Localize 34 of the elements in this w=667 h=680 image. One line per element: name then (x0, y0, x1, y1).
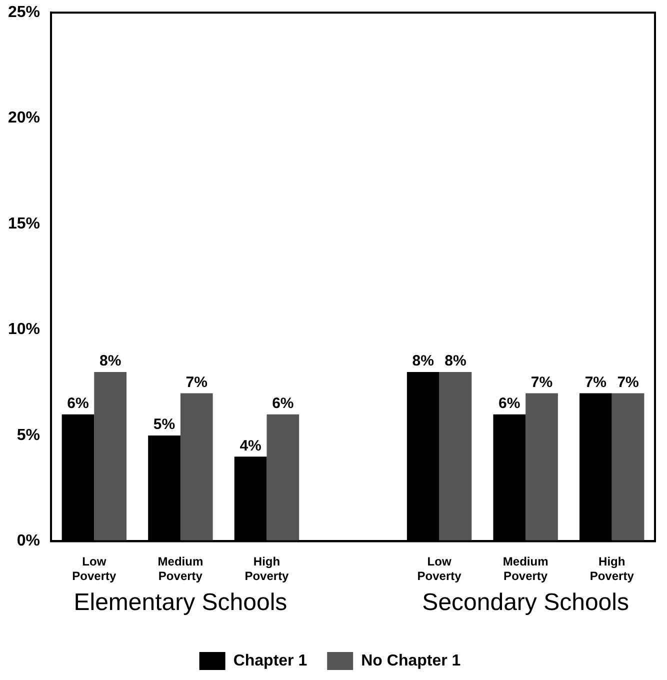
text: Secondary Schools (422, 588, 629, 616)
legend-label: No Chapter 1 (361, 652, 461, 670)
legend-label: Chapter 1 (233, 652, 308, 670)
bar (612, 393, 644, 542)
data-label: 7% (617, 374, 639, 391)
y-tick-label: 15% (8, 215, 40, 232)
bar (439, 372, 472, 542)
bar (180, 393, 213, 542)
text: Elementary Schools (74, 588, 288, 616)
data-label: 6% (67, 394, 89, 412)
data-label: 6% (272, 394, 294, 412)
bar (94, 372, 127, 542)
data-label: 8% (100, 352, 122, 370)
x-tick-label: Low Poverty (417, 554, 462, 584)
x-tick-label: Medium Poverty (502, 554, 548, 584)
data-label: 8% (412, 352, 434, 370)
bar (266, 414, 300, 542)
data-label: 4% (240, 437, 262, 454)
x-tick-label: High Poverty (244, 554, 290, 584)
y-tick-label: 0% (16, 532, 40, 550)
data-label: 5% (153, 416, 176, 434)
data-label: 7% (186, 374, 208, 391)
data-label: 6% (498, 394, 520, 412)
data-label: 8% (444, 352, 466, 370)
x-tick-label: Low Poverty (72, 554, 116, 584)
y-tick-label: 5% (16, 426, 40, 444)
y-tick-label: 25% (8, 4, 40, 22)
x-tick-label: High Poverty (590, 554, 634, 584)
bar (526, 393, 558, 542)
data-label: 7% (584, 374, 607, 391)
y-tick-label: 10% (8, 321, 40, 338)
y-tick-label: 20% (8, 110, 40, 127)
data-label: 7% (530, 374, 553, 391)
x-tick-label: Medium Poverty (158, 554, 204, 584)
